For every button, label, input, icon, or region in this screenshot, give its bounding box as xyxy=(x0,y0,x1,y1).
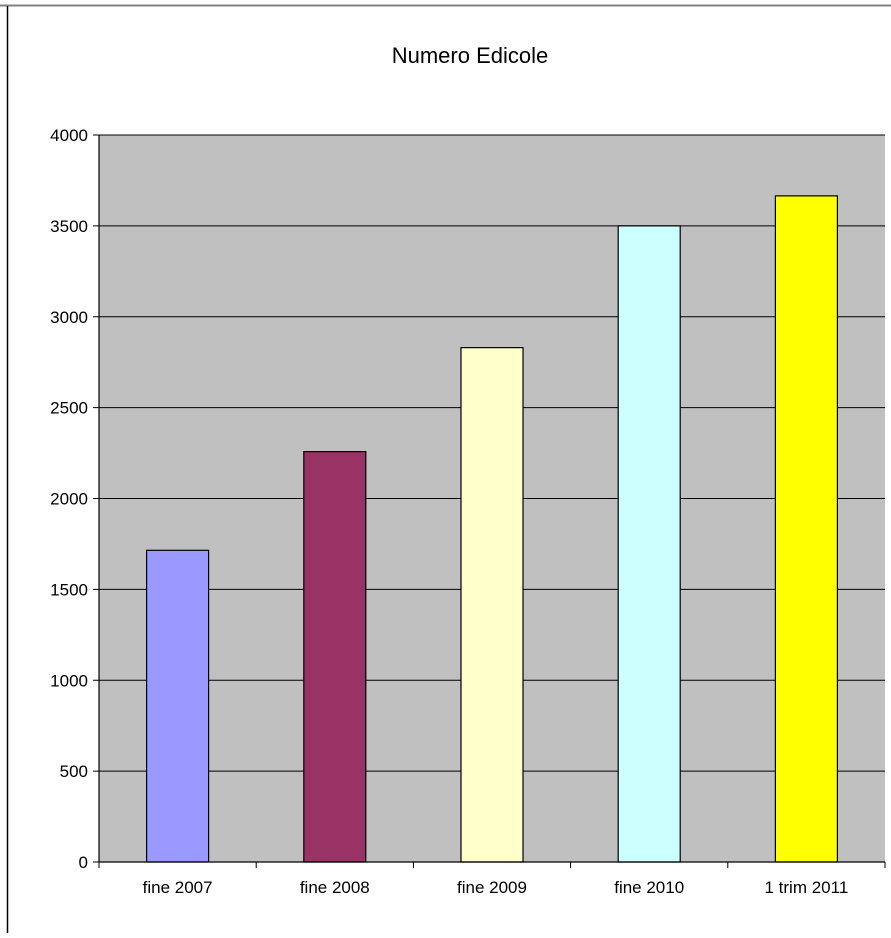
x-tick-label: fine 2008 xyxy=(300,878,370,897)
y-tick-label: 3000 xyxy=(50,308,88,327)
bar xyxy=(617,225,681,863)
y-axis-ticks: 0 500 1000 1500 2000 2500 3000 3500 4000 xyxy=(50,126,99,872)
bar xyxy=(146,549,210,863)
y-tick-label: 500 xyxy=(60,762,88,781)
y-tick-label: 4000 xyxy=(50,126,88,145)
bar xyxy=(460,347,524,863)
x-tick-label: fine 2010 xyxy=(614,878,684,897)
x-tick-label: 1 trim 2011 xyxy=(765,878,849,897)
x-tick-label: fine 2009 xyxy=(457,878,527,897)
y-tick-label: 2500 xyxy=(50,399,88,418)
y-tick-label: 2000 xyxy=(50,490,88,509)
y-tick-label: 1500 xyxy=(50,580,88,599)
bar xyxy=(303,451,367,863)
y-tick-label: 1000 xyxy=(50,671,88,690)
y-tick-label: 0 xyxy=(79,853,88,872)
y-tick-label: 3500 xyxy=(50,217,88,236)
chart-title: Numero Edicole xyxy=(392,43,549,68)
x-axis-ticks: fine 2007 fine 2008 fine 2009 fine 2010 1 tr… xyxy=(98,862,886,897)
x-tick-label: fine 2007 xyxy=(143,878,213,897)
bar xyxy=(774,195,839,863)
bars xyxy=(146,195,839,863)
